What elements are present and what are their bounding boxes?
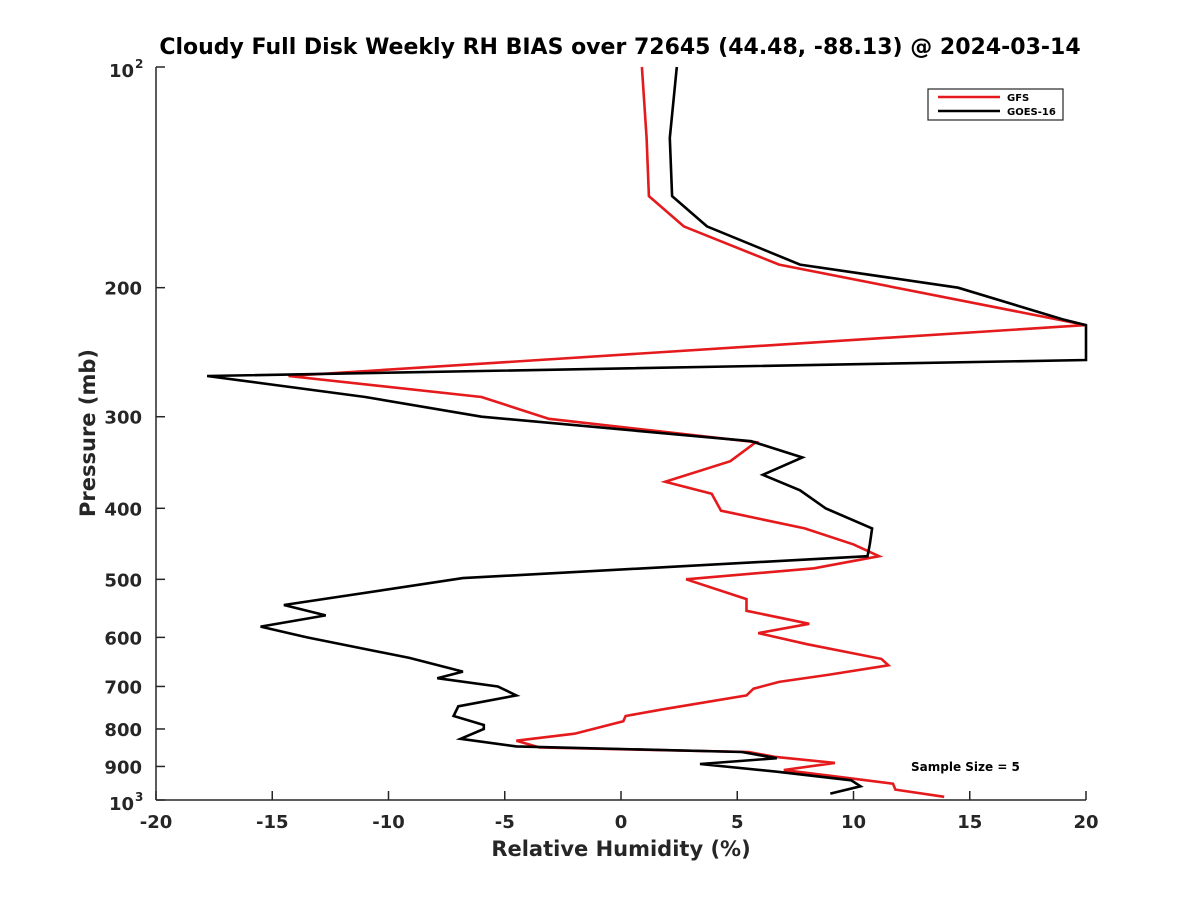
x-tick-label: -15 xyxy=(256,812,289,833)
x-tick-label: 10 xyxy=(841,812,866,833)
y-tick-label: 300 xyxy=(104,408,142,429)
legend: GFS GOES-16 xyxy=(927,88,1064,121)
sample-size-annotation: Sample Size = 5 xyxy=(911,760,1020,774)
x-tick-label: 5 xyxy=(731,812,744,833)
x-tick-label: 0 xyxy=(615,812,628,833)
plot-area xyxy=(156,67,1086,800)
y-tick-label: 800 xyxy=(104,720,142,741)
legend-label-goes16: GOES-16 xyxy=(1007,107,1056,118)
y-tick-label: 600 xyxy=(104,628,142,649)
legend-label-gfs: GFS xyxy=(1007,93,1029,104)
x-tick-label: 20 xyxy=(1073,812,1098,833)
y-tick-label: 200 xyxy=(104,279,142,300)
y-tick-label: 900 xyxy=(104,757,142,778)
y-tick-label: 700 xyxy=(104,677,142,698)
y-tick-label: 400 xyxy=(104,499,142,520)
x-tick-label: 15 xyxy=(957,812,982,833)
y-tick-label: 10 xyxy=(109,61,134,82)
x-axis-label: Relative Humidity (%) xyxy=(491,837,750,861)
series-line-goes16 xyxy=(206,66,1088,795)
chart-title: Cloudy Full Disk Weekly RH BIAS over 726… xyxy=(159,35,1080,60)
y-tick-label: 10 xyxy=(109,794,134,815)
x-tick-label: -5 xyxy=(495,812,515,833)
legend-box xyxy=(927,88,1064,121)
x-tick-label: -20 xyxy=(140,812,173,833)
y-axis-label: Pressure (mb) xyxy=(76,349,100,517)
x-tick-label: -10 xyxy=(372,812,405,833)
y-tick-exponent: 3 xyxy=(135,790,143,804)
y-tick-exponent: 2 xyxy=(135,57,143,71)
x-axis: -20 -15 -10 -5 0 5 10 15 20 xyxy=(140,791,1099,833)
series-layer xyxy=(206,66,1088,799)
y-tick-label: 500 xyxy=(104,570,142,591)
